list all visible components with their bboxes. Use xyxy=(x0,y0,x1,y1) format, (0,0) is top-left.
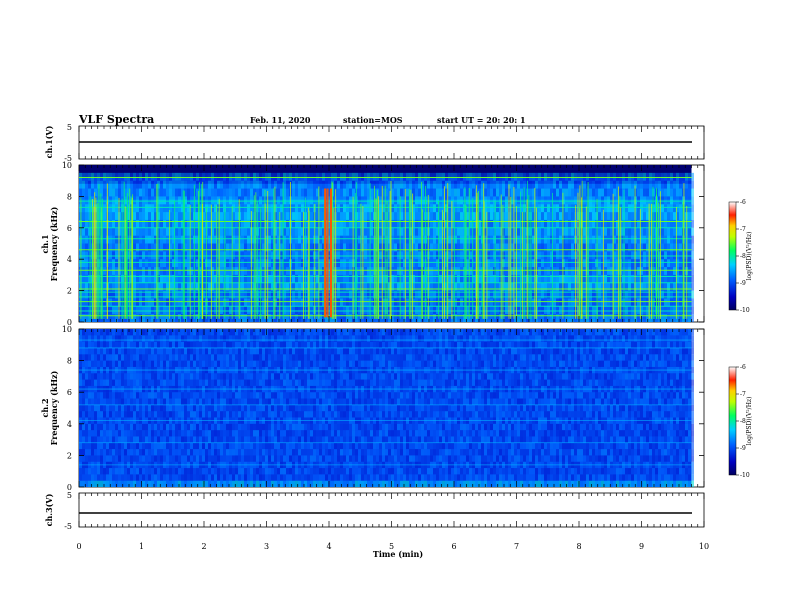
ch1-colorbar: -6 -7 -8 -9 -10 log(PSD)(V²/Hz) xyxy=(728,199,753,314)
x-tick-label: 0 xyxy=(76,542,81,551)
ch2-colorbar-ticks: -6 -7 -8 -9 -10 xyxy=(736,364,750,479)
ch1-ytick-top: 5 xyxy=(67,123,72,132)
spectrogram-ytick-label: 8 xyxy=(67,192,72,201)
x-tick-label: 10 xyxy=(699,542,709,551)
ch1-colorbar-gradient xyxy=(728,201,737,311)
colorbar-tick-label: -7 xyxy=(740,226,746,233)
ch1-waveform-ylabel: ch.1(V) xyxy=(44,125,54,158)
ch2-spectrogram-ylabel-channel: ch.2 xyxy=(40,398,50,417)
x-tick-label: 1 xyxy=(139,542,144,551)
colorbar-tick-label: -8 xyxy=(740,253,746,260)
ch2-colorbar-gradient xyxy=(728,366,737,476)
x-axis-label: Time (min) xyxy=(373,549,423,559)
x-axis-tick-labels: 0 1 2 3 4 5 6 7 8 9 10 xyxy=(76,542,709,551)
x-tick-label: 3 xyxy=(264,542,269,551)
spectrogram-ytick-label: 4 xyxy=(67,255,72,264)
colorbar-tick-label: -6 xyxy=(740,364,746,371)
date-label: Feb. 11, 2020 xyxy=(250,115,311,125)
ch2-colorbar-label: log(PSD)(V²/Hz) xyxy=(746,397,753,446)
colorbar-tick-label: -10 xyxy=(740,472,750,479)
station-label: station=MOS xyxy=(343,115,403,125)
colorbar-tick-label: -7 xyxy=(740,391,746,398)
spectrogram-ytick-label: 0 xyxy=(67,318,72,327)
ch1-spectrogram-image xyxy=(79,165,694,322)
ch2-spectrogram-image xyxy=(79,329,694,487)
spectrogram-ytick-label: 6 xyxy=(67,388,72,397)
spectrogram-ytick-label: 10 xyxy=(62,325,72,334)
x-tick-label: 2 xyxy=(201,542,206,551)
spectrogram-ytick-label: 8 xyxy=(67,357,72,366)
spectrogram-ytick-label: 2 xyxy=(67,287,72,296)
ch2-spectrogram-panel: 0 2 4 6 8 10 ch.2 Frequency (kHz) xyxy=(40,325,705,492)
colorbar-tick-label: -9 xyxy=(740,445,746,452)
ch1-spectrogram-ylabel-channel: ch.1 xyxy=(40,234,50,253)
start-time-label: start UT = 20: 20: 1 xyxy=(437,115,526,125)
figure-title: VLF Spectra xyxy=(78,113,154,126)
ch1-colorbar-ticks: -6 -7 -8 -9 -10 xyxy=(736,199,750,314)
ch3-waveform-ylabel: ch.3(V) xyxy=(44,493,54,526)
colorbar-tick-label: -6 xyxy=(740,199,746,206)
ch2-colorbar: -6 -7 -8 -9 -10 log(PSD)(V²/Hz) xyxy=(728,364,753,479)
colorbar-tick-label: -10 xyxy=(740,307,750,314)
x-tick-label: 7 xyxy=(514,542,519,551)
ch1-spectrogram-ylabel-frequency: Frequency (kHz) xyxy=(49,206,59,281)
spectrogram-ytick-label: 2 xyxy=(67,451,72,460)
ch1-ytick-bottom: -5 xyxy=(64,154,72,163)
ch3-waveform-panel: 5 -5 ch.3(V) xyxy=(44,491,705,531)
spectrogram-ytick-label: 6 xyxy=(67,224,72,233)
x-tick-label: 8 xyxy=(576,542,581,551)
x-tick-label: 5 xyxy=(389,542,394,551)
ch1-spectrogram-yticks: 0 2 4 6 8 10 xyxy=(62,161,704,327)
spectrogram-ytick-label: 0 xyxy=(67,483,72,492)
ch3-ytick-bottom: -5 xyxy=(64,522,72,531)
ch1-waveform-panel: 5 -5 ch.1(V) xyxy=(44,123,705,163)
colorbar-tick-label: -8 xyxy=(740,418,746,425)
x-axis-ticks xyxy=(78,126,705,527)
spectrogram-ytick-label: 4 xyxy=(67,420,72,429)
x-tick-label: 4 xyxy=(326,542,331,551)
ch2-spectrogram-yticks: 0 2 4 6 8 10 xyxy=(62,325,704,492)
ch1-spectrogram-panel: 0 2 4 6 8 10 ch.1 Frequency (kHz) xyxy=(40,161,705,327)
ch1-colorbar-label: log(PSD)(V²/Hz) xyxy=(746,232,753,281)
colorbar-tick-label: -9 xyxy=(740,280,746,287)
spectrogram-ytick-label: 10 xyxy=(62,161,72,170)
x-tick-label: 6 xyxy=(451,542,456,551)
ch3-ytick-top: 5 xyxy=(67,491,72,500)
x-tick-label: 9 xyxy=(639,542,644,551)
ch2-spectrogram-ylabel-frequency: Frequency (kHz) xyxy=(49,370,59,445)
